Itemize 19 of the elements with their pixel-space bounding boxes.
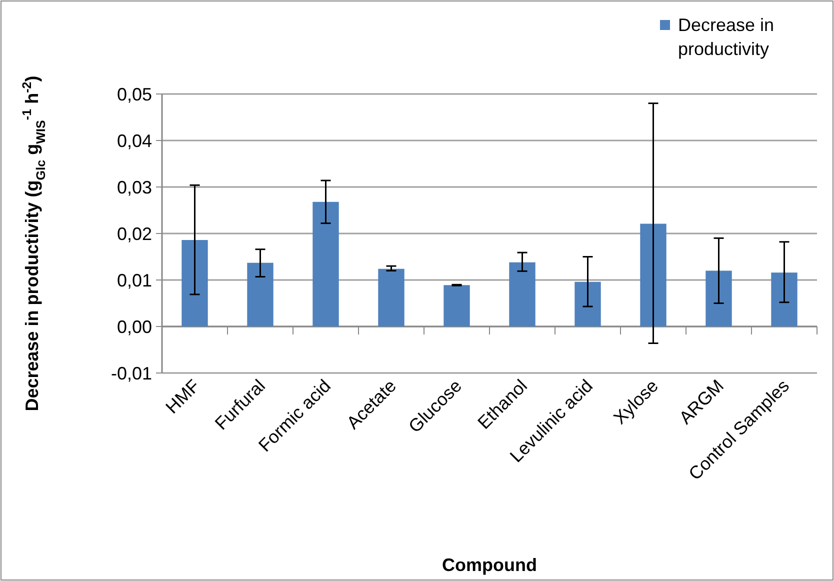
y-tick-label: 0,00 xyxy=(116,316,152,337)
bar xyxy=(509,262,536,326)
y-tick-label: 0,04 xyxy=(116,130,152,151)
bar xyxy=(247,262,274,326)
x-axis-title: Compound xyxy=(442,555,537,575)
bar xyxy=(182,240,208,326)
y-tick-label: 0,05 xyxy=(116,84,152,104)
y-tick-label: 0,02 xyxy=(116,224,152,244)
y-tick-label: 0,03 xyxy=(116,177,152,198)
bar xyxy=(574,282,601,326)
bar xyxy=(706,270,732,326)
y-tick-label: -0,01 xyxy=(110,363,152,384)
bar xyxy=(378,268,404,326)
bar xyxy=(312,202,339,326)
y-tick-label: 0,01 xyxy=(116,270,152,290)
bar xyxy=(640,224,666,326)
bar xyxy=(444,285,470,326)
bar xyxy=(771,272,798,326)
legend-label: Decrease in productivity xyxy=(678,15,774,59)
